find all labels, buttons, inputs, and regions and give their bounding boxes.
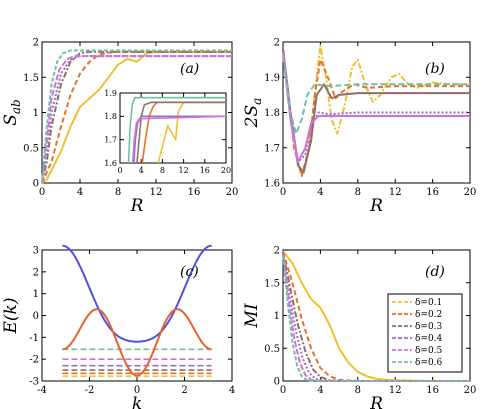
panel-b: 0 4 8 12 16 20 1.6 1.7 1.8 1.9 2 R 2Sa (b) (242, 38, 476, 217)
panel-c: -4 -2 0 2 4 -3 -2 -1 0 1 2 3 k E(k) (c) (1, 244, 235, 409)
panel-d-xtick-label: 16 (426, 385, 439, 396)
panel-c-lower-band (62, 308, 212, 377)
panel-c-ytick-label: 3 (33, 246, 39, 257)
panel-c-panel-label: (c) (180, 264, 199, 280)
inset-frame (119, 92, 227, 164)
legend-box (387, 293, 463, 373)
inset-ytick-label: 1.6 (104, 159, 117, 168)
panel-c-ytick-label: 2 (33, 267, 39, 278)
panel-a-ylabel: Sab (1, 99, 23, 126)
panel-a-series-5 (41, 55, 232, 184)
panel-c-xtick-label: 4 (229, 385, 235, 396)
panel-a-ytick-label: 1 (33, 108, 39, 119)
panel-a-panel-label: (a) (180, 61, 199, 77)
panel-b-panel-label: (b) (425, 61, 445, 77)
panel-a-xtick-label: 4 (77, 187, 83, 198)
panel-c-ytick-label: 0 (33, 311, 39, 322)
inset-series-6 (127, 96, 226, 164)
panel-b-series-6 (282, 55, 470, 135)
panel-b-ytick-label: 1.9 (264, 73, 280, 84)
panel-a-ytick-label: 0 (33, 179, 39, 190)
panel-d-series-4 (282, 253, 470, 382)
panel-b-xtick-label: 20 (464, 187, 477, 198)
panel-d-xtick-label: 20 (464, 385, 477, 396)
panel-a-ytick-label: 0.5 (23, 143, 39, 154)
panel-b-xtick-label: 16 (426, 187, 439, 198)
panel-d-ytick-label: 0.5 (264, 344, 280, 355)
panel-c-ytick-label: -2 (29, 355, 39, 366)
panel-a-xlabel: R (130, 196, 144, 216)
legend-label: δ=0.4 (415, 334, 443, 344)
panel-a-xtick-label: 20 (226, 187, 239, 198)
panel-d-series-6 (282, 255, 470, 382)
inset-xtick-label: 16 (200, 166, 210, 175)
panel-d: 0 4 8 12 16 20 0 0.5 1 1.5 2 R MI (d) δ=0.1 δ=0.2 δ=0.3 δ… (242, 246, 476, 409)
panel-c-ytick-label: -1 (29, 333, 39, 344)
legend-label: δ=0.5 (415, 346, 443, 356)
panel-b-ytick-label: 2 (274, 38, 280, 49)
panel-c-upper-band (62, 244, 212, 343)
panel-d-ytick-label: 1 (274, 311, 280, 322)
panel-a-xtick-label: 0 (39, 187, 45, 198)
panel-a-series-3 (41, 50, 232, 184)
panel-b-xtick-label: 0 (280, 187, 286, 198)
panel-b-xtick-label: 12 (389, 187, 402, 198)
panel-a-ytick-label: 2 (33, 38, 39, 49)
panel-d-ylabel: MI (242, 303, 262, 328)
panel-d-xtick-label: 0 (280, 385, 286, 396)
inset-series-3 (136, 101, 226, 164)
inset-ytick-label: 1.9 (104, 89, 117, 98)
legend-label: δ=0.6 (415, 358, 443, 368)
inset-series-5 (131, 115, 227, 164)
panel-c-frame (41, 249, 233, 382)
inset-ytick-label: 1.8 (104, 112, 117, 121)
panel-a-xtick-label: 8 (115, 187, 121, 198)
legend-label: δ=0.2 (415, 310, 442, 320)
inset-ytick-label: 1.7 (104, 135, 117, 144)
panel-c-xtick-label: 2 (181, 385, 187, 396)
panel-a-xtick-label: 16 (188, 187, 201, 198)
panel-d-panel-label: (d) (425, 264, 445, 280)
panel-c-xtick-label: 0 (134, 385, 140, 396)
inset-xtick-label: 8 (160, 166, 165, 175)
panel-c-ytick-label: 1 (33, 289, 39, 300)
panel-c-xtick-label: -4 (37, 385, 47, 396)
panel-b-xtick-label: 4 (317, 187, 323, 198)
panel-b-ytick-label: 1.8 (264, 108, 280, 119)
legend-label: δ=0.1 (415, 298, 442, 308)
panel-d-ytick-label: 1.5 (264, 278, 280, 289)
inset-series-4 (133, 115, 226, 164)
panel-a: 0 4 8 12 16 20 0 0.5 1 1.5 2 R Sab (a) 0 4 8 12 16 20 1.6 1.7… (1, 38, 238, 217)
panel-a-series-2 (41, 50, 232, 184)
panel-d-xlabel: R (369, 394, 383, 409)
panel-d-ytick-label: 0 (274, 377, 280, 388)
panel-d-xtick-label: 8 (355, 385, 361, 396)
panel-c-xlabel: k (132, 394, 142, 409)
inset-xtick-label: 0 (117, 166, 122, 175)
panel-b-ytick-label: 1.7 (264, 143, 280, 154)
panel-d-xtick-label: 12 (389, 385, 402, 396)
panel-c-ylabel: E(k) (1, 298, 21, 335)
inset-xtick-label: 12 (179, 166, 189, 175)
panel-d-ytick-label: 2 (274, 246, 280, 257)
inset-xtick-label: 4 (139, 166, 144, 175)
panel-c-ytick-label: -3 (29, 377, 39, 388)
legend-label: δ=0.3 (415, 322, 443, 332)
panel-c-xtick-label: -2 (85, 385, 95, 396)
panel-b-ylabel: 2Sa (242, 98, 264, 129)
inset-xtick-label: 20 (221, 166, 231, 175)
panel-a-ytick-label: 1.5 (23, 73, 39, 84)
panel-d-xtick-label: 4 (317, 385, 323, 396)
panel-b-xtick-label: 8 (355, 187, 361, 198)
panel-b-ytick-label: 1.6 (264, 179, 280, 190)
panel-b-series-5 (282, 52, 470, 163)
panel-a-xtick-label: 12 (150, 187, 163, 198)
panel-a-series-6 (41, 49, 232, 184)
panel-b-xlabel: R (369, 196, 383, 216)
panel-d-series-2 (282, 251, 470, 382)
